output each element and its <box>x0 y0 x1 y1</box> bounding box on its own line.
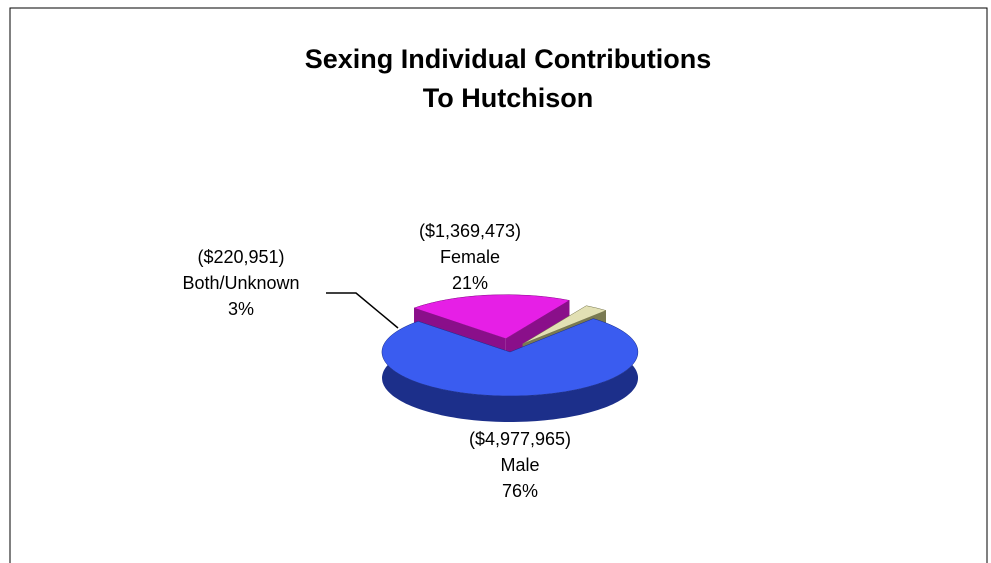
slice <box>413 294 571 339</box>
value-label: 3% <box>228 299 254 319</box>
leader-line <box>326 292 399 329</box>
chart-subtitle: To Hutchison <box>423 83 593 113</box>
amount-label: ($1,369,473) <box>419 221 521 241</box>
slice-side <box>382 318 638 422</box>
chart-frame <box>9 7 988 563</box>
value-label: 76% <box>502 481 538 501</box>
category-label: Female <box>440 247 500 267</box>
amount-label: ($220,951) <box>197 247 284 267</box>
slice <box>522 305 607 345</box>
slice <box>381 318 639 397</box>
chart-title: Sexing Individual Contributions <box>305 44 712 74</box>
amount-label: ($4,977,965) <box>469 429 571 449</box>
category-label: Male <box>500 455 539 475</box>
value-label: 21% <box>452 273 488 293</box>
category-label: Both/Unknown <box>182 273 299 293</box>
